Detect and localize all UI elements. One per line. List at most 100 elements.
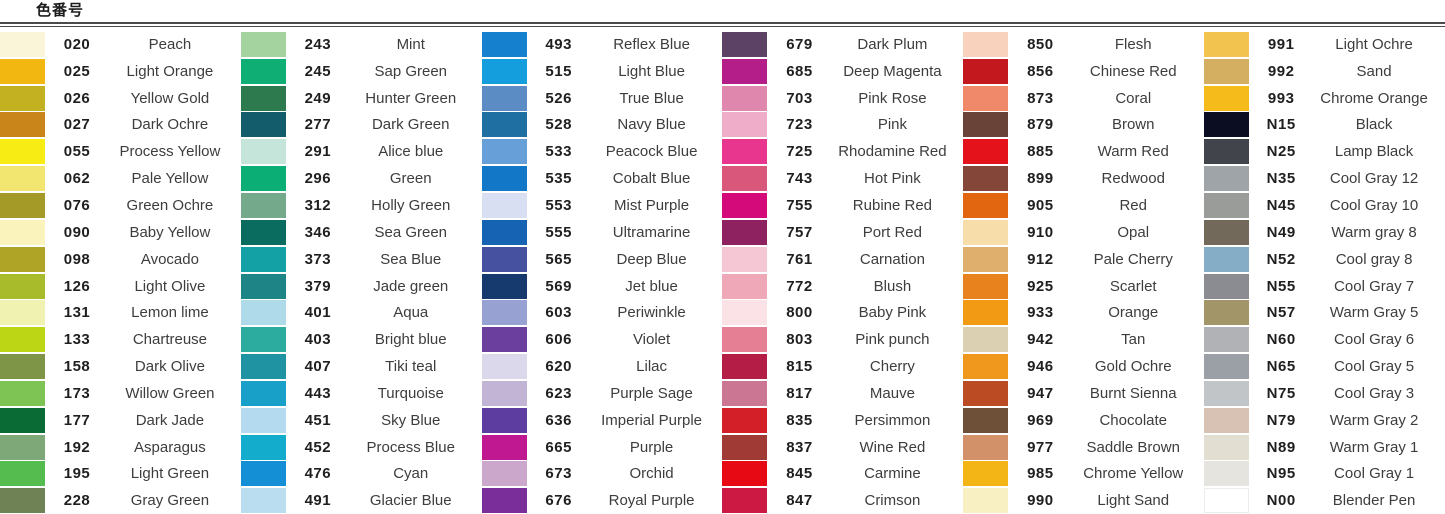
color-code: N75 [1266, 384, 1296, 402]
color-code: 947 [1027, 384, 1054, 402]
color-swatch [481, 85, 527, 111]
color-swatch [240, 58, 286, 84]
color-name: Dark Green [371, 116, 450, 134]
color-swatch [722, 31, 768, 57]
color-name: Holly Green [371, 196, 451, 214]
color-code: 946 [1027, 358, 1054, 376]
color-row: 757 Port Red [722, 219, 963, 246]
color-name: Cool Gray 7 [1334, 277, 1415, 295]
color-name: Cool Gray 1 [1334, 465, 1415, 483]
color-name: Pink [877, 116, 907, 134]
color-row: 493 Reflex Blue [481, 31, 723, 58]
color-code: N57 [1266, 304, 1296, 322]
color-code: N00 [1266, 492, 1296, 510]
color-swatch [0, 327, 45, 353]
color-name: Light Ochre [1335, 35, 1413, 53]
color-code: 835 [786, 411, 813, 429]
color-code: 850 [1027, 35, 1054, 53]
color-code: 912 [1027, 250, 1054, 268]
color-column-6: 991 Light Ochre 992 Sand 993 Chrome Orange N15… [1204, 31, 1445, 514]
color-swatch [722, 434, 768, 460]
color-code: 856 [1027, 62, 1054, 80]
color-name: Violet [632, 331, 671, 349]
color-row: 990 Light Sand [963, 487, 1204, 514]
color-name: Pink punch [855, 331, 930, 349]
color-swatch [481, 58, 527, 84]
color-code: 885 [1027, 143, 1054, 161]
color-row: 569 Jet blue [481, 273, 723, 300]
color-row: 245 Sap Green [240, 58, 482, 85]
color-name: Mauve [869, 384, 915, 402]
color-code: 977 [1027, 438, 1054, 456]
color-code: 192 [63, 438, 91, 456]
color-row: 451 Sky Blue [240, 407, 482, 434]
color-swatch [481, 112, 527, 138]
color-code: 526 [545, 89, 572, 107]
color-name: Light Orange [126, 62, 214, 80]
color-name: Jet blue [625, 277, 678, 295]
color-code: N60 [1266, 331, 1296, 349]
color-swatch [722, 327, 768, 353]
color-row: 969 Chocolate [963, 407, 1204, 434]
color-name: Sand [1356, 62, 1392, 80]
color-row: 885 Warm Red [963, 138, 1204, 165]
color-code: 312 [304, 196, 332, 214]
color-swatch [722, 139, 768, 165]
color-row: 158 Dark Olive [0, 353, 241, 380]
color-code: 553 [545, 196, 572, 214]
color-name: Black [1355, 116, 1393, 134]
color-name: Peach [148, 35, 192, 53]
color-swatch [481, 354, 527, 380]
color-name: Coral [1115, 89, 1152, 107]
color-row: 905 Red [963, 192, 1204, 219]
color-row: 407 Tiki teal [240, 353, 482, 380]
color-code: 277 [304, 116, 332, 134]
color-code: 401 [304, 304, 332, 322]
color-swatch [963, 166, 1009, 192]
color-swatch [240, 166, 286, 192]
color-code: 817 [786, 384, 813, 402]
color-code: 403 [304, 331, 332, 349]
color-swatch [0, 354, 45, 380]
color-swatch [240, 139, 286, 165]
color-row: N25 Lamp Black [1204, 138, 1445, 165]
color-code: N89 [1266, 438, 1296, 456]
color-row: 126 Light Olive [0, 273, 241, 300]
color-swatch [963, 300, 1009, 326]
color-swatch [963, 273, 1009, 299]
color-row: 195 Light Green [0, 461, 241, 488]
color-name: Process Blue [366, 438, 455, 456]
color-swatch [0, 434, 45, 460]
color-code: 195 [63, 465, 91, 483]
color-row: 761 Carnation [722, 246, 963, 273]
color-swatch [0, 219, 45, 245]
color-swatch [722, 488, 768, 514]
color-name: Sea Green [374, 223, 448, 241]
color-code: 803 [786, 331, 813, 349]
color-swatch [0, 246, 45, 272]
color-row: 555 Ultramarine [481, 219, 723, 246]
color-swatch [0, 461, 45, 487]
color-name: Chocolate [1099, 411, 1168, 429]
color-name: Pale Cherry [1093, 250, 1173, 268]
color-name: Burnt Sienna [1089, 384, 1177, 402]
color-swatch [240, 300, 286, 326]
color-name: Dark Jade [135, 411, 205, 429]
color-row: 020 Peach [0, 31, 241, 58]
color-name: Yellow Gold [130, 89, 210, 107]
color-row: 277 Dark Green [240, 112, 482, 139]
color-code: 025 [63, 62, 91, 80]
color-row: 685 Deep Magenta [722, 58, 963, 85]
color-swatch [722, 407, 768, 433]
color-code: N25 [1266, 143, 1296, 161]
color-swatch [1204, 246, 1250, 272]
color-row: 133 Chartreuse [0, 326, 241, 353]
color-row: 815 Cherry [722, 353, 963, 380]
color-row: 772 Blush [722, 273, 963, 300]
color-swatch [240, 407, 286, 433]
color-code: 636 [545, 411, 572, 429]
color-code: 443 [304, 384, 332, 402]
color-code: N15 [1266, 116, 1296, 134]
color-row: 526 True Blue [481, 85, 723, 112]
color-name: Mint [396, 35, 425, 53]
